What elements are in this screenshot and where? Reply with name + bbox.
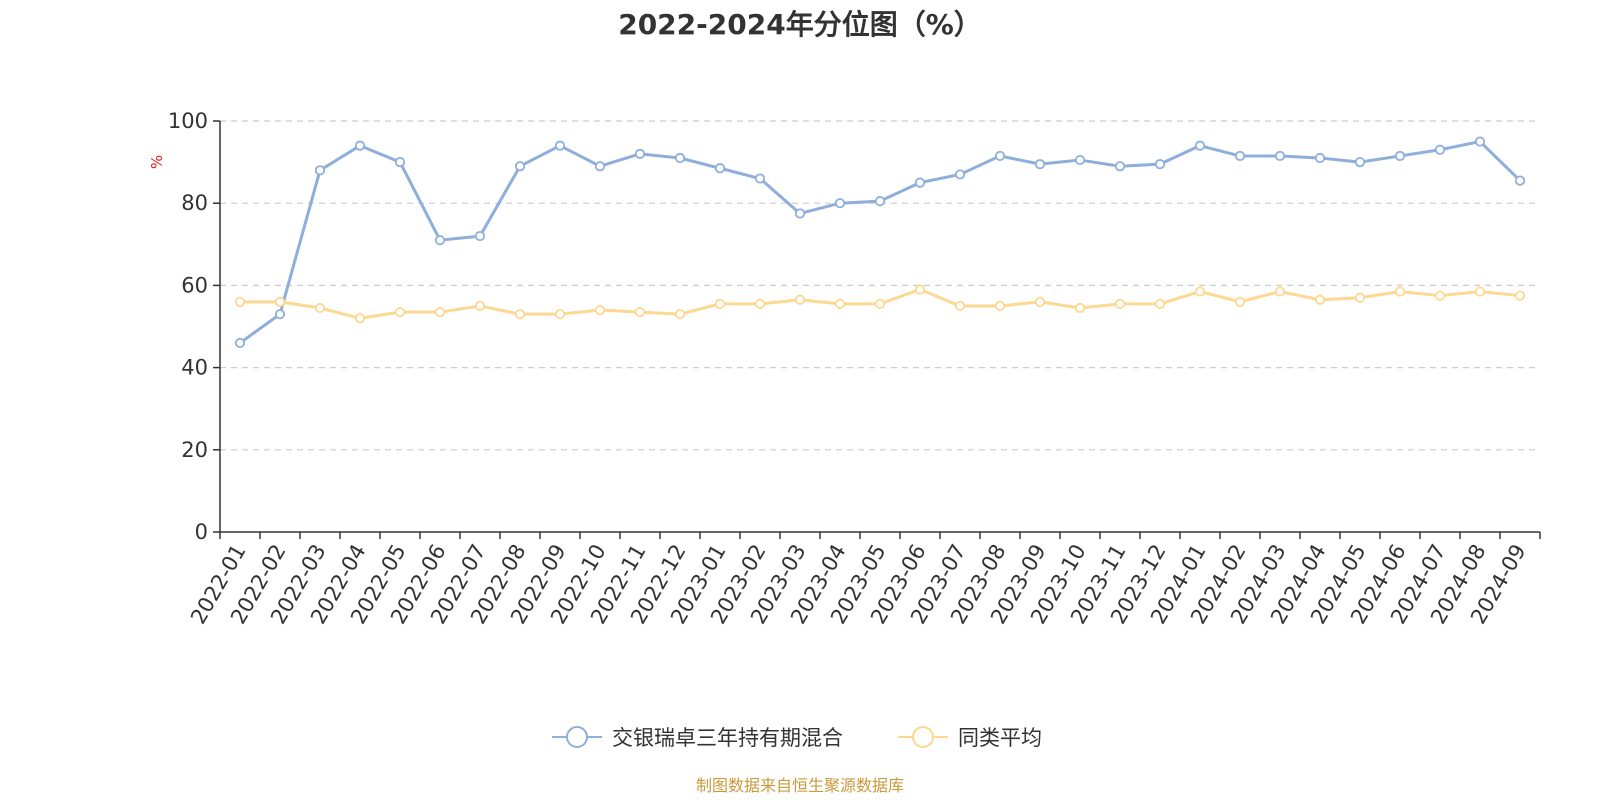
series-2-point bbox=[394, 307, 406, 318]
series-1-point bbox=[234, 337, 246, 349]
series-2-point bbox=[874, 298, 886, 309]
series-2-point bbox=[474, 300, 486, 312]
y-tick-label: 80 bbox=[181, 191, 208, 215]
series-1-point bbox=[394, 157, 406, 168]
series-1-point bbox=[434, 235, 446, 246]
series-2-point bbox=[634, 307, 646, 318]
series-1-point bbox=[354, 140, 366, 151]
series-2-point bbox=[274, 296, 286, 307]
series-2-point bbox=[954, 300, 966, 312]
series-1-point bbox=[794, 208, 806, 219]
series-1-point bbox=[1354, 157, 1366, 168]
series-2-point bbox=[354, 313, 366, 324]
series-2-point bbox=[1154, 298, 1166, 309]
series-1-point bbox=[594, 161, 606, 172]
axes: 0204060801002022-012022-022022-032022-04… bbox=[168, 109, 1541, 628]
series-1-point bbox=[874, 196, 886, 207]
series-2-point bbox=[714, 298, 726, 309]
legend-marker-1 bbox=[566, 726, 588, 748]
grid-lines bbox=[220, 120, 1540, 451]
y-tick-label: 40 bbox=[181, 356, 208, 380]
series-1-point bbox=[754, 173, 766, 184]
series-1-point bbox=[674, 152, 686, 164]
y-tick-label: 20 bbox=[181, 438, 208, 462]
series-1-point bbox=[1154, 159, 1166, 170]
series-1-point bbox=[1114, 161, 1126, 172]
series-2-point bbox=[1434, 290, 1446, 301]
series-2-point bbox=[1394, 286, 1406, 297]
chart-title: 2022-2024年分位图（%） bbox=[618, 8, 982, 41]
series-2-point bbox=[674, 309, 686, 320]
series-1-point bbox=[1474, 136, 1486, 147]
series-1-point bbox=[714, 163, 726, 174]
series-2-point bbox=[434, 307, 446, 318]
y-tick-label: 100 bbox=[168, 109, 208, 133]
series-1-point bbox=[274, 309, 286, 320]
series-2-point bbox=[1194, 286, 1206, 297]
series-1-point bbox=[554, 140, 566, 151]
series-2-point bbox=[234, 296, 246, 307]
series-1-point bbox=[1434, 144, 1446, 155]
series-1-point bbox=[314, 165, 326, 176]
series-2-point bbox=[1514, 290, 1526, 301]
series-2-point bbox=[1314, 294, 1326, 305]
series-1-point bbox=[1514, 175, 1526, 186]
series-2-point bbox=[754, 298, 766, 309]
legend-label-2: 同类平均 bbox=[958, 726, 1042, 750]
series-1-point bbox=[514, 161, 526, 172]
series-2-point bbox=[834, 298, 846, 309]
series-2-point bbox=[314, 302, 326, 314]
series-1-point bbox=[634, 148, 646, 159]
y-tick-label: 0 bbox=[195, 520, 208, 544]
series-2-point bbox=[514, 309, 526, 320]
series-1-point bbox=[474, 230, 486, 242]
series-2-point bbox=[1474, 286, 1486, 297]
series-2-point bbox=[794, 294, 806, 305]
legend-marker-2 bbox=[912, 726, 934, 748]
series-2-point bbox=[1234, 296, 1246, 307]
series-lines bbox=[234, 136, 1526, 349]
legend-label-1: 交银瑞卓三年持有期混合 bbox=[612, 726, 843, 750]
series-1-point bbox=[1194, 140, 1206, 151]
series-1-point bbox=[834, 198, 846, 209]
series-2-point bbox=[1034, 296, 1046, 307]
series-1-point bbox=[1314, 152, 1326, 164]
series-2-point bbox=[914, 284, 926, 295]
series-1-point bbox=[1234, 150, 1246, 162]
series-1-point bbox=[1074, 154, 1086, 166]
series-2-point bbox=[1274, 286, 1286, 297]
series-1-point bbox=[954, 169, 966, 180]
series-2-point bbox=[1074, 302, 1086, 314]
series-1-point bbox=[994, 150, 1006, 162]
series-2-point bbox=[594, 304, 606, 316]
source-note: 制图数据来自恒生聚源数据库 bbox=[696, 776, 904, 795]
legend: 交银瑞卓三年持有期混合 同类平均 bbox=[552, 726, 1042, 750]
series-2-point bbox=[994, 300, 1006, 312]
series-1-point bbox=[1034, 159, 1046, 170]
y-tick-label: 60 bbox=[181, 273, 208, 297]
series-1-point bbox=[914, 177, 926, 188]
series-1-point bbox=[1274, 150, 1286, 162]
series-2-point bbox=[554, 309, 566, 320]
y-axis-label: % bbox=[148, 155, 166, 169]
series-1-point bbox=[1394, 150, 1406, 162]
series-2-point bbox=[1114, 298, 1126, 309]
series-2-point bbox=[1354, 292, 1366, 303]
